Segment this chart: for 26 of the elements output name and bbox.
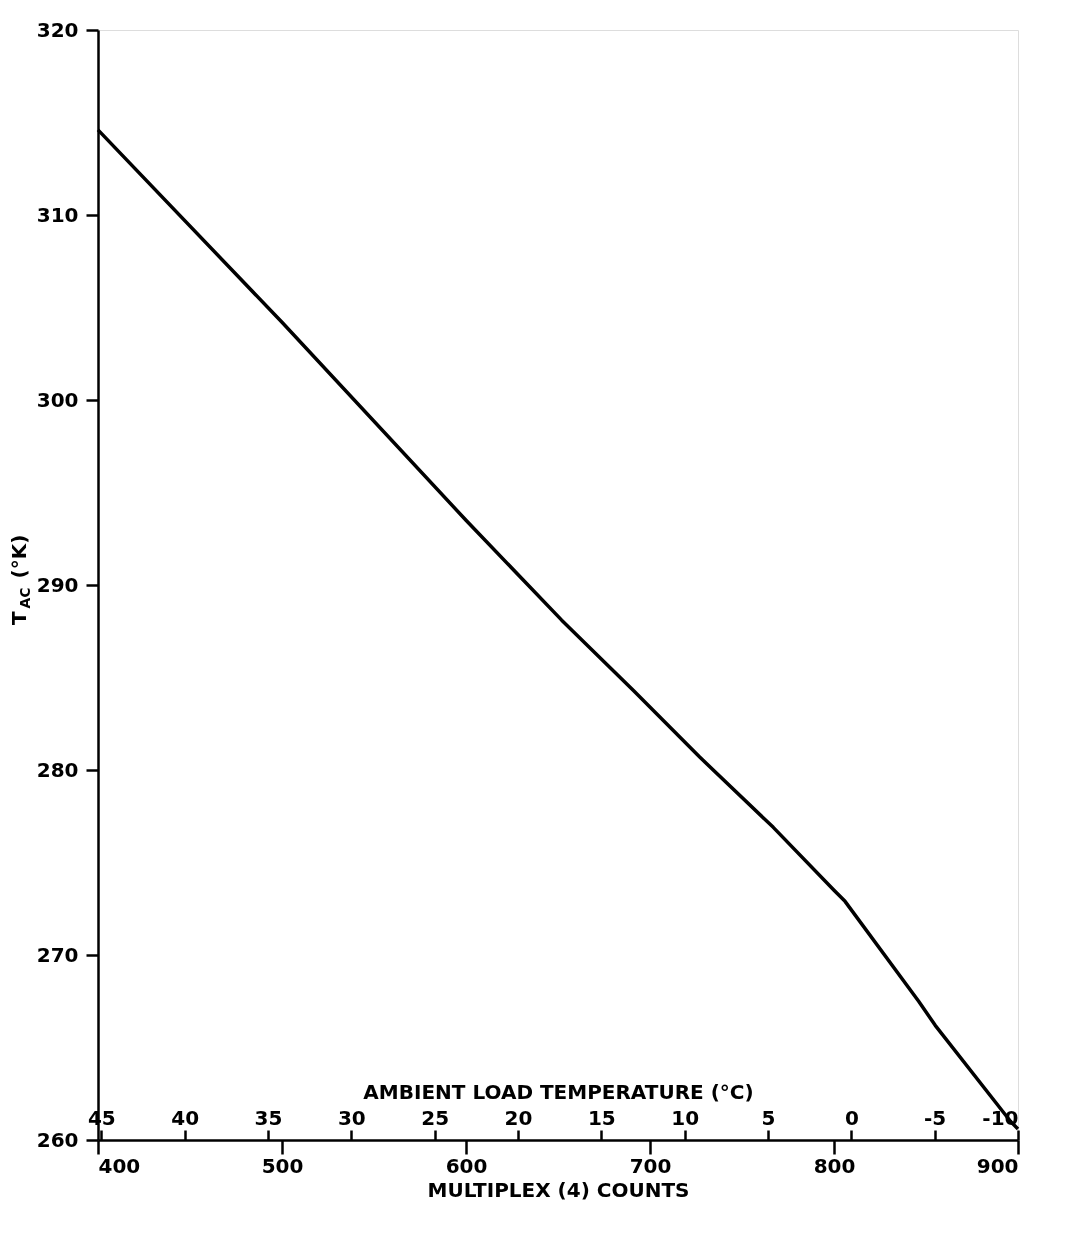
y-tick-label: 310: [36, 202, 79, 227]
x2-tick-label: 35: [254, 1105, 283, 1130]
x2-tick-label: 30: [337, 1105, 366, 1130]
x-axis-title: MULTIPLEX (4) COUNTS: [427, 1177, 690, 1202]
x2-axis-title: AMBIENT LOAD TEMPERATURE (°C): [363, 1079, 754, 1104]
y-tick-label: 270: [36, 942, 79, 967]
y-tick-label: 260: [36, 1127, 79, 1152]
y-axis-title: TAC (°K): [7, 534, 33, 625]
x-tick-label: 800: [813, 1153, 856, 1178]
x-tick-label: 700: [629, 1153, 672, 1178]
x-tick-label: 600: [445, 1153, 488, 1178]
x-tick-label: 400: [98, 1153, 141, 1178]
x2-tick-label: 15: [587, 1105, 616, 1130]
y-tick-label: 290: [36, 572, 79, 597]
x2-tick-label: -5: [924, 1105, 947, 1130]
x2-tick-label: 20: [504, 1105, 533, 1130]
x-tick-label: 500: [261, 1153, 304, 1178]
x2-tick-label: 25: [421, 1105, 450, 1130]
x2-tick-label: 5: [761, 1105, 776, 1130]
y-tick-label: 280: [36, 757, 79, 782]
x2-tick-label: 0: [844, 1105, 859, 1130]
x2-tick-label: 40: [171, 1105, 200, 1130]
x-tick-label: 900: [976, 1153, 1019, 1178]
x2-tick-label: 10: [671, 1105, 700, 1130]
y-tick-label: 300: [36, 387, 79, 412]
y-tick-label: 320: [36, 17, 79, 42]
